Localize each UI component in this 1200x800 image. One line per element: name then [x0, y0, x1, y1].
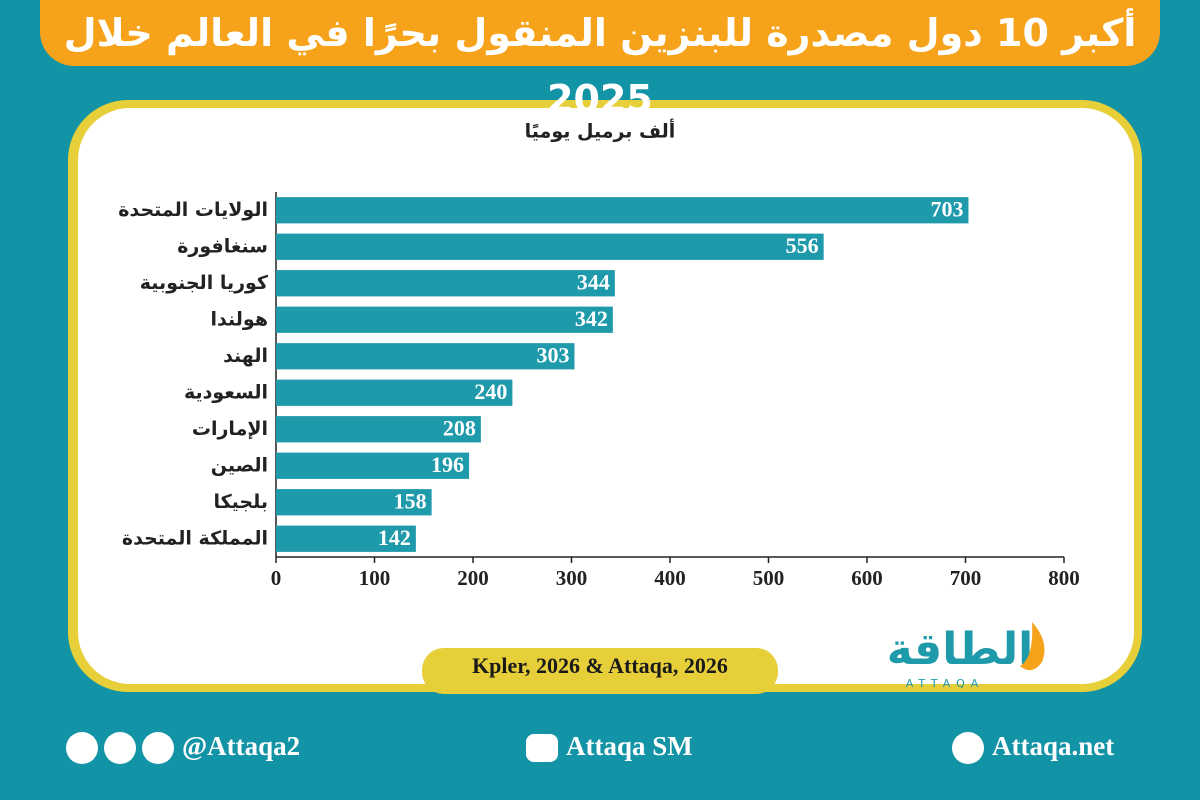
x-tick-label: 200 [457, 566, 489, 590]
x-tick-label: 300 [556, 566, 588, 590]
x-tick-label: 600 [851, 566, 883, 590]
x-tick-label: 800 [1048, 566, 1080, 590]
value-label: 342 [575, 306, 608, 331]
youtube-icon [526, 734, 558, 762]
source-box [422, 648, 778, 694]
logo-name: الطاقة [887, 624, 1033, 675]
x-tick-label: 100 [359, 566, 391, 590]
chart-subtitle: ألف برميل يوميًا [525, 119, 676, 143]
bar [276, 343, 575, 370]
category-label: السعودية [184, 381, 268, 403]
value-label: 240 [474, 379, 507, 404]
category-label: كوريا الجنوبية [140, 272, 269, 294]
logo-latin: ATTAQA [906, 677, 985, 690]
bar [276, 489, 432, 516]
facebook-icon [142, 732, 174, 764]
category-label: بلجيكا [213, 491, 268, 513]
category-label: المملكة المتحدة [122, 527, 268, 549]
category-label: سنغافورة [177, 235, 268, 257]
category-label: هولندا [211, 308, 268, 330]
value-label: 142 [378, 525, 411, 550]
bar [276, 416, 481, 443]
bar [276, 306, 613, 333]
x-tick-label: 0 [271, 566, 282, 590]
value-label: 196 [431, 452, 464, 477]
x-tick-label: 700 [950, 566, 982, 590]
category-label: الولايات المتحدة [118, 199, 268, 221]
bar [276, 270, 615, 297]
bar [276, 452, 470, 479]
value-label: 208 [443, 415, 476, 440]
value-label: 344 [577, 269, 610, 294]
bar [276, 233, 824, 260]
instagram-icon [104, 732, 136, 764]
bar [276, 197, 969, 224]
title-banner: أكبر 10 دول مصدرة للبنزين المنقول بحرًا … [40, 0, 1160, 121]
footer-website: Attaqa.net [992, 731, 1114, 761]
category-label: الهند [223, 345, 268, 367]
logo-drop [1020, 622, 1045, 671]
bar [276, 525, 416, 552]
x-tick-label: 400 [654, 566, 686, 590]
x-tick-label: 500 [753, 566, 785, 590]
bar [276, 379, 513, 406]
value-label: 158 [394, 488, 427, 513]
footer-youtube: Attaqa SM [566, 731, 693, 761]
x-icon [66, 732, 98, 764]
category-label: الإمارات [192, 418, 268, 440]
category-label: الصين [211, 454, 268, 476]
value-label: 303 [536, 342, 569, 367]
value-label: 703 [930, 196, 963, 221]
source: Kpler, 2026 & Attaqa, 2026 [472, 653, 728, 678]
value-label: 556 [786, 233, 819, 258]
social-icons [66, 732, 984, 764]
web-icon [952, 732, 984, 764]
footer-social: @Attaqa2 [182, 731, 300, 761]
